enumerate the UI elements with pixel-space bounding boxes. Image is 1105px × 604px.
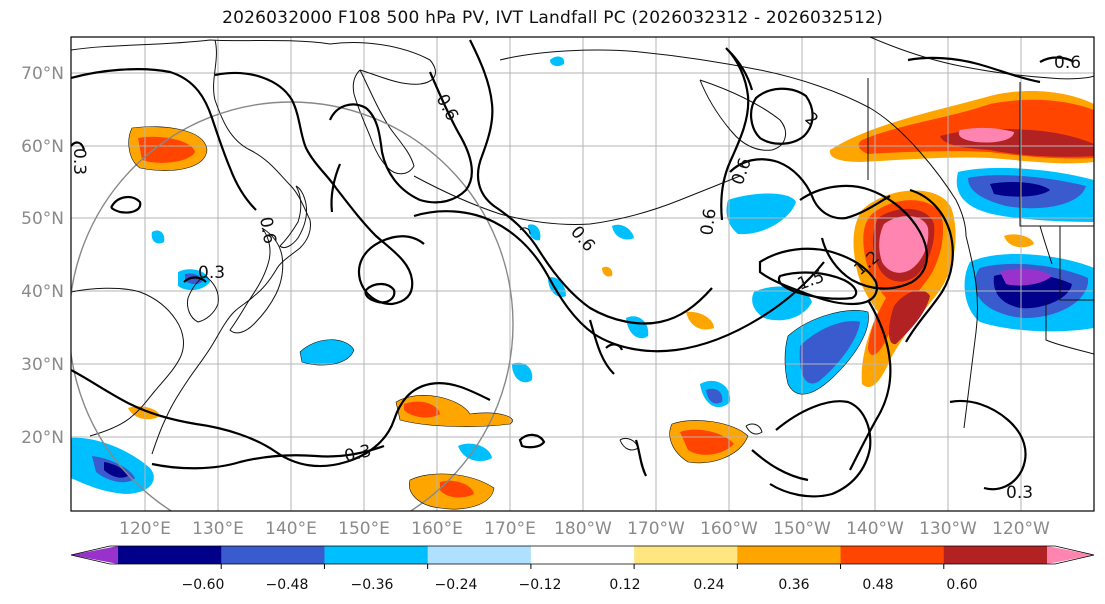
colorbar-swatch xyxy=(634,546,738,564)
lon-tick-label: 150°E xyxy=(338,519,390,539)
colorbar-label: −0.36 xyxy=(351,577,394,593)
colorbar-label: 0.48 xyxy=(862,577,893,593)
colorbar-swatch xyxy=(118,546,222,564)
lon-tick-label: 160°E xyxy=(411,519,463,539)
lat-tick-label: 20°N xyxy=(21,428,64,448)
colorbar-swatch xyxy=(324,546,429,564)
colorbar-ticks xyxy=(220,564,945,569)
colorbar-label: 0.60 xyxy=(946,577,977,593)
latitude-axis: 70°N 60°N 50°N 40°N 30°N 20°N xyxy=(21,64,64,448)
colorbar-swatches xyxy=(71,546,1094,564)
lon-tick-label: 120°W xyxy=(992,519,1050,539)
lat-tick-label: 60°N xyxy=(21,137,64,157)
lat-tick-label: 50°N xyxy=(21,209,64,229)
colorbar-swatch xyxy=(943,546,1048,564)
lon-tick-label: 130°W xyxy=(919,519,977,539)
colorbar: −0.60 −0.48 −0.36 −0.24 −0.12 0.12 0.24 … xyxy=(70,545,1095,593)
contour-label: 0.6 xyxy=(255,215,279,245)
colorbar-label: −0.48 xyxy=(266,577,309,593)
coastlines xyxy=(71,37,1094,455)
map-frame xyxy=(70,36,1095,512)
landfall-radius-circle xyxy=(71,101,514,511)
contour-label: 0.6 xyxy=(697,207,721,237)
lon-tick-label: 140°W xyxy=(846,519,904,539)
map-title: 2026032000 F108 500 hPa PV, IVT Landfall… xyxy=(222,8,883,28)
colorbar-swatch xyxy=(840,546,945,564)
colorbar-swatch xyxy=(427,546,532,564)
colorbar-label: 0.24 xyxy=(693,577,724,593)
colorbar-label: −0.24 xyxy=(435,577,478,593)
colorbar-label: 0.36 xyxy=(778,577,809,593)
longitude-axis: 120°E 130°E 140°E 150°E 160°E 170°E 180°… xyxy=(119,519,1050,539)
colorbar-label: −0.12 xyxy=(519,577,562,593)
ivt-shading xyxy=(71,56,1094,510)
colorbar-swatch xyxy=(221,546,325,564)
contour-label: 0.3 xyxy=(1006,483,1033,503)
lon-tick-label: 120°E xyxy=(119,519,171,539)
lon-tick-label: 140°E xyxy=(265,519,317,539)
colorbar-labels: −0.60 −0.48 −0.36 −0.24 −0.12 0.12 0.24 … xyxy=(182,577,978,593)
lon-tick-label: 150°W xyxy=(773,519,831,539)
lon-tick-label: 170°E xyxy=(484,519,536,539)
lat-tick-label: 40°N xyxy=(21,282,64,302)
contour-label: 0.3 xyxy=(69,148,89,175)
lat-tick-label: 70°N xyxy=(21,64,64,84)
contour-label: 0.3 xyxy=(198,263,225,283)
colorbar-outline xyxy=(70,545,1095,565)
pv-contours xyxy=(71,39,1075,498)
lon-tick-label: 180°W xyxy=(554,519,612,539)
lat-tick-label: 30°N xyxy=(21,355,64,375)
colorbar-swatch xyxy=(71,546,118,564)
colorbar-label: −0.60 xyxy=(182,577,225,593)
colorbar-label: 0.12 xyxy=(609,577,640,593)
colorbar-swatch xyxy=(737,546,842,564)
colorbar-swatch xyxy=(1047,546,1094,564)
lon-tick-label: 130°E xyxy=(192,519,244,539)
colorbar-swatch xyxy=(530,546,635,564)
contour-label: 0.6 xyxy=(1054,53,1081,73)
lon-tick-label: 170°W xyxy=(627,519,685,539)
lon-tick-label: 160°W xyxy=(700,519,758,539)
shading-outlines xyxy=(128,126,869,510)
